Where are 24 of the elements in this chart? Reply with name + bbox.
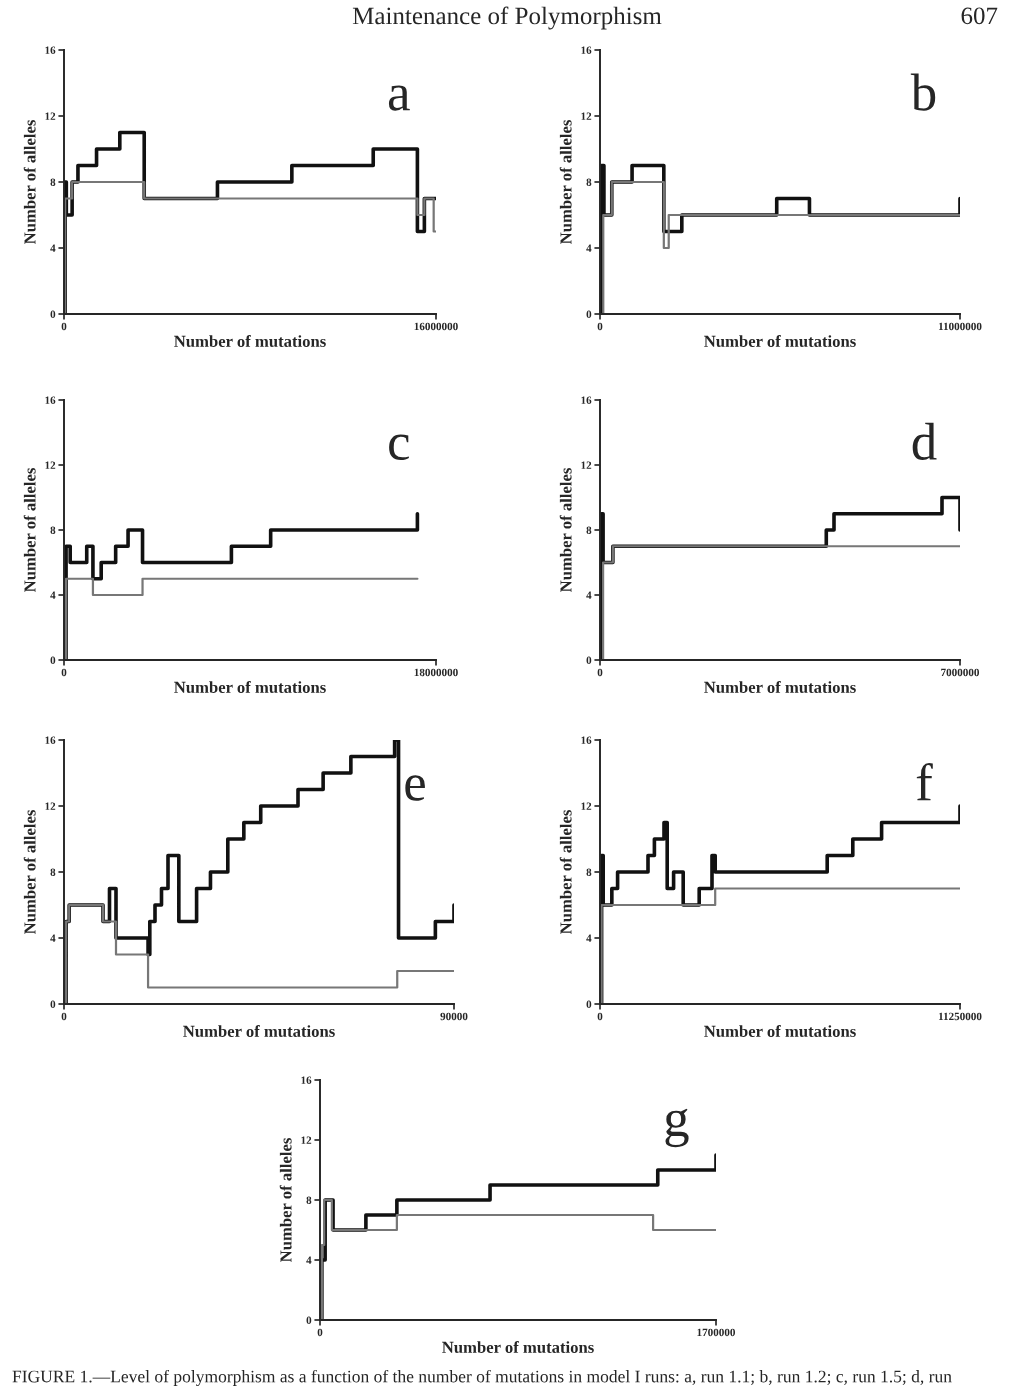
- chart-title: e: [405, 775, 425, 801]
- x-axis-title: Number of mutations: [704, 1025, 856, 1037]
- x-axis-title: Number of mutations: [174, 681, 326, 693]
- y-axis-title: Number of alleles: [23, 468, 36, 593]
- chart-title: f: [916, 763, 933, 801]
- y-axis-title: Number of alleles: [23, 810, 36, 935]
- y-axis-title: Number of alleles: [559, 120, 572, 245]
- chart-title: c: [389, 434, 409, 461]
- chart-title: b: [910, 73, 936, 111]
- chart-title: d: [912, 422, 937, 461]
- x-axis-title: Number of mutations: [174, 335, 326, 347]
- y-axis-title: Number of alleles: [559, 810, 572, 935]
- x-axis-title: Number of mutations: [183, 1025, 335, 1037]
- y-axis-title: Number of alleles: [23, 120, 36, 245]
- caption: FIGURE 1.—Level of polymorphism as a function of the number of mutations in model I runs: a, run 1.1; b, run 1.2; c, run 1.5; d, run: [12, 1369, 952, 1386]
- x-axis-title: Number of mutations: [704, 681, 856, 693]
- y-axis-title: Number of alleles: [559, 468, 572, 593]
- text: 607: [961, 7, 998, 25]
- x-axis-title: Number of mutations: [704, 335, 856, 347]
- x-axis-title: Number of mutations: [442, 1341, 594, 1353]
- chart-title: a: [388, 85, 410, 111]
- text: Maintenance of Polymorphism: [352, 6, 662, 30]
- chart-title: g: [665, 1108, 689, 1148]
- y-axis-title: Number of alleles: [279, 1138, 292, 1263]
